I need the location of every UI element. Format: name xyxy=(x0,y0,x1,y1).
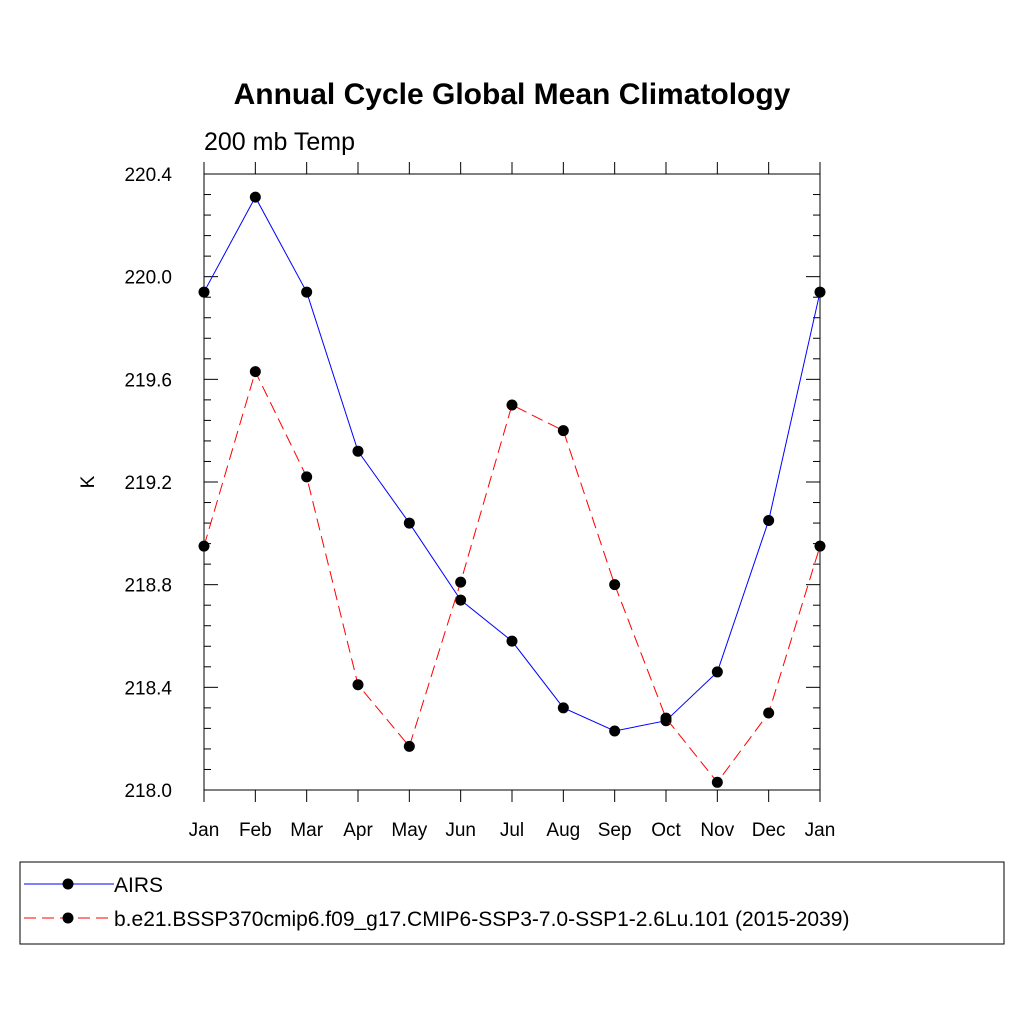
data-point xyxy=(249,191,261,203)
data-point xyxy=(763,707,775,719)
x-tick-label: Oct xyxy=(651,820,681,841)
x-tick-label: Sep xyxy=(598,820,632,841)
x-tick-label: Dec xyxy=(752,820,786,841)
y-tick-label: 218.4 xyxy=(124,678,172,699)
x-tick-label: May xyxy=(391,820,427,841)
x-tick-label: Nov xyxy=(700,820,734,841)
y-axis-label: K xyxy=(78,475,99,488)
data-point xyxy=(352,445,364,457)
data-point xyxy=(814,540,826,552)
data-point xyxy=(352,679,364,691)
plot-area: 218.0 218.4 218.8 219.2 219.6 220.0 220.4 Jan Fe… xyxy=(124,162,835,841)
data-point xyxy=(301,286,313,298)
data-point xyxy=(711,776,723,788)
y-tick-label: 219.6 xyxy=(124,370,172,391)
chart-title: Annual Cycle Global Mean Climatology xyxy=(234,78,791,111)
data-point xyxy=(506,635,518,647)
y-tick-label: 220.4 xyxy=(124,165,172,186)
legend: AIRS b.e21.BSSP370cmip6.f09_g17.CMIP6-SSP… xyxy=(24,874,849,931)
data-point xyxy=(506,399,518,411)
x-tick-label: Feb xyxy=(239,820,272,841)
y-tick-label: 218.8 xyxy=(124,576,172,597)
x-tick-label: Mar xyxy=(290,820,323,841)
chart-subtitle: 200 mb Temp xyxy=(204,128,355,156)
data-point xyxy=(557,702,569,714)
data-point xyxy=(403,740,415,752)
data-point xyxy=(711,666,723,678)
data-point xyxy=(403,517,415,529)
x-tick-label: Jan xyxy=(805,820,836,841)
x-tick-label: Aug xyxy=(546,820,580,841)
y-tick-label: 218.0 xyxy=(124,781,172,802)
y-tick-label: 220.0 xyxy=(124,268,172,289)
data-point xyxy=(249,366,261,378)
data-point xyxy=(198,540,210,552)
data-point xyxy=(609,725,621,737)
series-line xyxy=(203,196,821,732)
legend-box xyxy=(19,861,1005,945)
data-point xyxy=(198,286,210,298)
plot-frame xyxy=(203,173,821,791)
y-tick-label: 219.2 xyxy=(124,473,172,494)
data-point xyxy=(455,594,467,606)
data-point xyxy=(557,425,569,437)
data-point xyxy=(609,579,621,591)
legend-label: AIRS xyxy=(114,874,163,897)
data-point xyxy=(763,515,775,526)
x-tick-label: Jul xyxy=(500,820,524,841)
series-line xyxy=(203,370,821,784)
x-tick-label: Jan xyxy=(189,820,220,841)
x-tick-label: Apr xyxy=(343,820,373,841)
data-point xyxy=(301,471,313,483)
legend-marker xyxy=(62,878,74,890)
legend-marker xyxy=(62,912,74,924)
data-point xyxy=(660,712,672,724)
x-tick-label: Jun xyxy=(445,820,476,841)
data-point xyxy=(455,576,467,588)
legend-label: b.e21.BSSP370cmip6.f09_g17.CMIP6-SSP3-7.… xyxy=(114,908,849,931)
data-point xyxy=(814,286,826,298)
